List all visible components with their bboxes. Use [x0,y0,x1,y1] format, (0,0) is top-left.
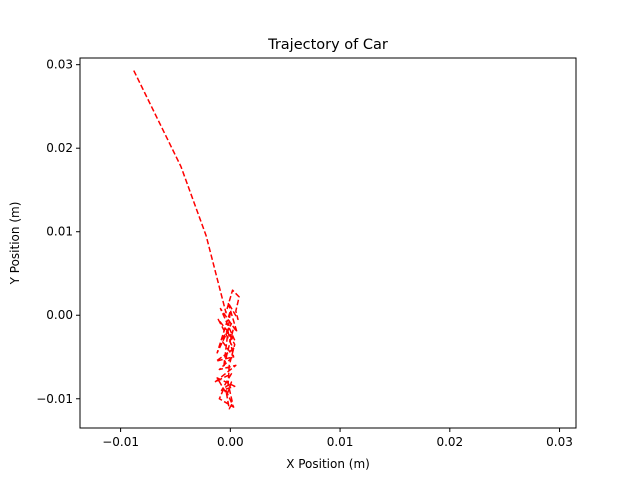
y-tick-label: 0.01 [46,225,73,239]
y-axis-label: Y Position (m) [8,202,22,286]
x-tick-label: 0.03 [546,435,573,449]
x-tick-label: −0.01 [102,435,139,449]
y-tick-label: 0.02 [46,141,73,155]
y-tick-label: 0.03 [46,58,73,72]
x-tick-label: 0.01 [327,435,354,449]
axes-frame [79,57,577,429]
x-tick-label: 0.00 [217,435,244,449]
chart-title: Trajectory of Car [267,37,388,53]
y-axis-ticks: −0.01 0.00 0.01 0.02 0.03 [36,58,80,406]
x-axis-label: X Position (m) [286,457,370,471]
y-tick-label: −0.01 [36,392,73,406]
data-layer [133,70,240,410]
x-axis-ticks: −0.01 0.00 0.01 0.02 0.03 [102,428,573,449]
trajectory-line [133,70,240,410]
y-tick-label: 0.00 [46,308,73,322]
x-tick-label: 0.02 [436,435,463,449]
